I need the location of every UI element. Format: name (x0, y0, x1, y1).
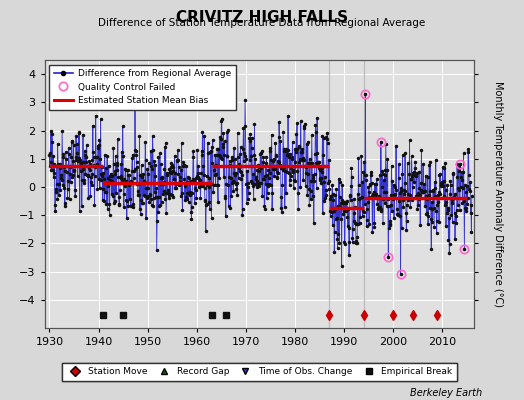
Legend: Station Move, Record Gap, Time of Obs. Change, Empirical Break: Station Move, Record Gap, Time of Obs. C… (62, 363, 457, 381)
Legend: Difference from Regional Average, Quality Control Failed, Estimated Station Mean: Difference from Regional Average, Qualit… (49, 64, 236, 110)
Text: CRIVITZ HIGH FALLS: CRIVITZ HIGH FALLS (176, 10, 348, 25)
Text: Berkeley Earth: Berkeley Earth (410, 388, 482, 398)
Text: Difference of Station Temperature Data from Regional Average: Difference of Station Temperature Data f… (99, 18, 425, 28)
Y-axis label: Monthly Temperature Anomaly Difference (°C): Monthly Temperature Anomaly Difference (… (493, 81, 503, 307)
